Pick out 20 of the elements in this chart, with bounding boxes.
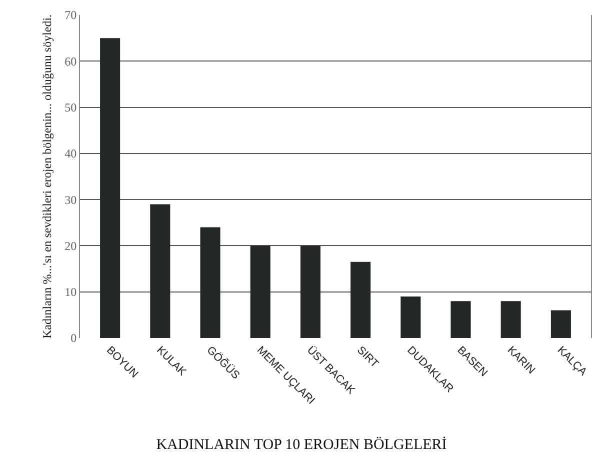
y-tick-label: 10	[64, 285, 77, 300]
bar	[250, 246, 270, 338]
bar	[300, 246, 320, 338]
bar	[500, 301, 521, 338]
bar	[550, 310, 571, 338]
bar	[200, 227, 220, 338]
y-tick-label: 70	[64, 8, 77, 22]
bar	[400, 296, 421, 338]
bar	[350, 262, 371, 338]
bar	[450, 301, 471, 338]
y-tick-label: 40	[64, 146, 77, 161]
y-tick-label: 50	[64, 100, 77, 114]
bar	[100, 38, 120, 338]
y-tick-label: 0	[70, 331, 77, 346]
bar	[150, 204, 170, 338]
y-tick-label: 20	[64, 238, 77, 253]
text: KADINLARIN TOP 10 EROJEN BÖLGELERİ	[156, 436, 447, 453]
y-axis-title: Kadınların %...'sı en sevdikleri erojen bölgenin... olduğunu söyledi.	[40, 14, 54, 339]
y-tick-label: 60	[64, 54, 77, 68]
y-tick-label: 30	[64, 192, 77, 207]
